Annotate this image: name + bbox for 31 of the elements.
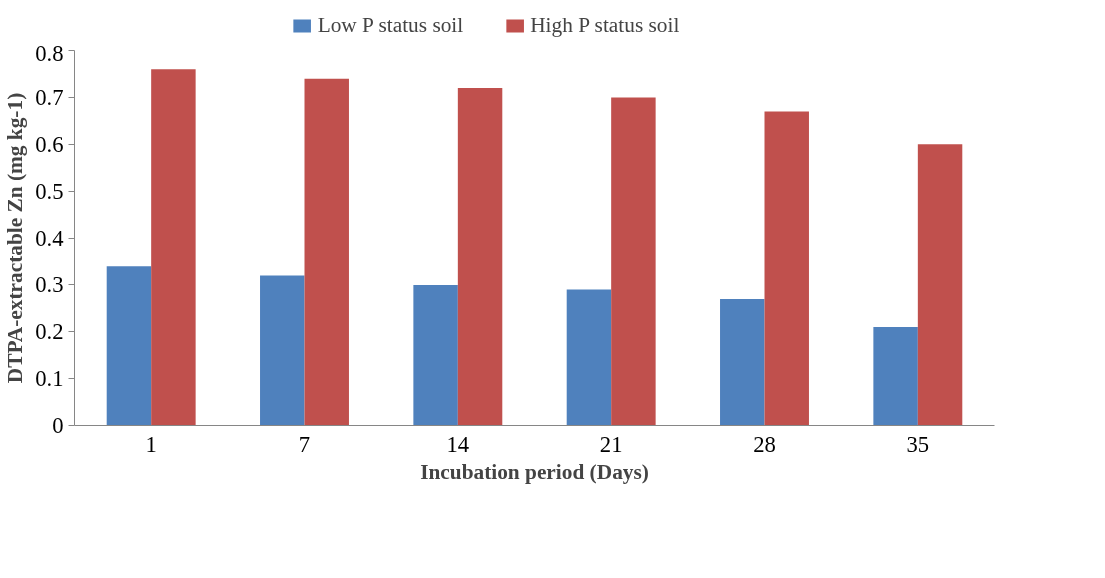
bar <box>764 111 809 426</box>
x-axis-title: Incubation period (Days) <box>420 459 649 484</box>
y-tick-label: 0 <box>52 413 64 438</box>
bar <box>106 266 152 426</box>
bar <box>566 289 612 426</box>
bar <box>720 298 765 426</box>
y-tick-label: 0.3 <box>35 272 64 298</box>
bar <box>457 88 503 426</box>
y-tick-label: 0.5 <box>35 178 64 204</box>
bar <box>260 275 305 426</box>
x-tick-label: 35 <box>906 431 930 457</box>
x-tick-label: 1 <box>145 431 157 457</box>
legend-label: High P status soil <box>530 12 680 38</box>
bar <box>611 97 656 426</box>
bar <box>304 78 349 426</box>
bar <box>873 327 918 426</box>
y-tick-label: 0.6 <box>35 131 64 157</box>
bar <box>917 144 963 426</box>
y-tick-label: 0.1 <box>35 366 64 392</box>
x-tick-label: 7 <box>298 431 311 457</box>
bar <box>413 284 458 426</box>
bar <box>151 69 196 426</box>
x-tick-label: 28 <box>753 431 776 457</box>
x-tick-label: 14 <box>446 431 470 457</box>
y-tick-label: 0.8 <box>35 40 64 66</box>
y-tick-label: 0.7 <box>35 84 64 110</box>
x-tick-label: 21 <box>599 431 623 457</box>
y-tick-label: 0.2 <box>35 319 64 345</box>
y-axis-title: DTPA-extractable Zn (mg kg-1) <box>3 92 28 384</box>
y-tick-label: 0.4 <box>35 225 64 251</box>
legend-label: Low P status soil <box>317 12 464 38</box>
